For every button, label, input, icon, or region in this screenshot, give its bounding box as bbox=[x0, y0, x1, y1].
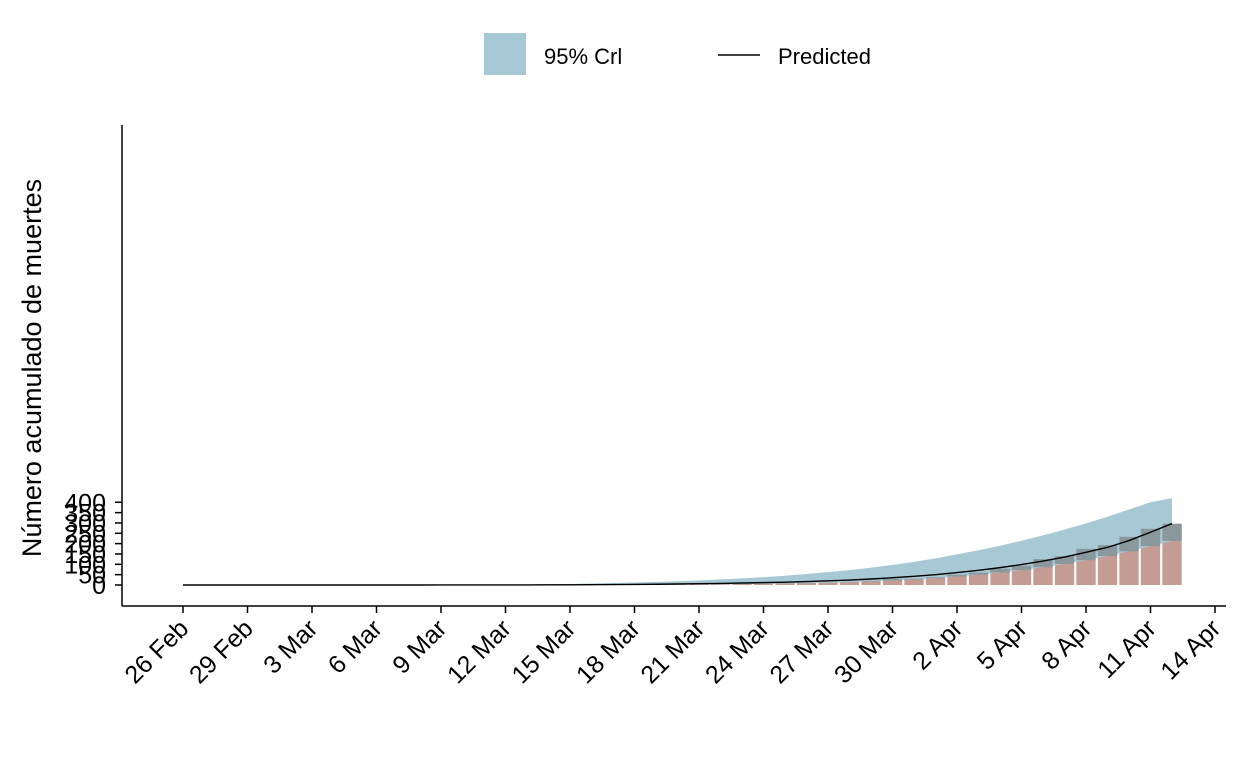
x-tick-label: 12 Mar bbox=[442, 614, 517, 689]
observed-bar bbox=[796, 582, 817, 585]
x-tick-label: 2 Apr bbox=[907, 614, 968, 675]
x-tick-label: 27 Mar bbox=[764, 614, 839, 689]
axes bbox=[121, 125, 1226, 607]
x-tick-label: 29 Feb bbox=[184, 614, 259, 689]
x-tick-label: 18 Mar bbox=[571, 614, 646, 689]
x-tick-label: 30 Mar bbox=[829, 614, 904, 689]
predicted-line bbox=[183, 522, 1173, 586]
observed-bar-overlap bbox=[1011, 565, 1032, 571]
y-tick-label: 150 bbox=[64, 541, 106, 569]
y-tick-label: 300 bbox=[64, 510, 106, 538]
observed-bar-overlap bbox=[1140, 528, 1161, 547]
legend-band-swatch bbox=[484, 33, 526, 75]
x-tick-label: 15 Mar bbox=[506, 614, 581, 689]
legend-line-label: Predicted bbox=[778, 44, 871, 69]
observed-bar-overlap bbox=[1162, 523, 1182, 541]
observed-bar bbox=[818, 582, 838, 585]
band-bar-overlap bbox=[538, 523, 1182, 585]
observed-bar-overlap bbox=[904, 578, 924, 580]
observed-bar bbox=[882, 579, 903, 585]
y-tick-label: 400 bbox=[64, 489, 106, 517]
observed-bar-overlap bbox=[990, 568, 1010, 573]
observed-bar-overlap bbox=[1097, 545, 1118, 557]
observed-bar bbox=[925, 577, 946, 585]
legend: 95% Crl Predicted bbox=[484, 33, 871, 75]
observed-bar-overlap bbox=[1076, 548, 1096, 561]
observed-bar bbox=[968, 572, 989, 585]
observed-bar bbox=[947, 574, 967, 585]
y-axis-label: Número acumulado de muertes bbox=[17, 179, 47, 557]
observed-bar-overlap bbox=[968, 572, 989, 575]
x-tick-label: 3 Mar bbox=[258, 614, 323, 679]
x-tick-label: 21 Mar bbox=[635, 614, 710, 689]
observed-bar-overlap bbox=[882, 579, 903, 581]
observed-bar bbox=[710, 584, 731, 585]
observed-bar bbox=[689, 584, 709, 585]
x-tick-label: 5 Apr bbox=[972, 614, 1033, 675]
y-tick-label: 100 bbox=[64, 551, 106, 579]
observed-bar-overlap bbox=[1033, 559, 1053, 568]
observed-bar-overlap bbox=[947, 574, 967, 577]
x-tick-label: 26 Feb bbox=[119, 614, 194, 689]
x-tick-label: 8 Apr bbox=[1036, 614, 1097, 675]
observed-bar bbox=[904, 578, 924, 585]
y-tick-label: 50 bbox=[78, 562, 106, 590]
observed-bar-overlap bbox=[925, 577, 946, 579]
observed-bar-overlap bbox=[1119, 536, 1139, 552]
y-tick-label: 200 bbox=[64, 531, 106, 559]
observed-bar bbox=[839, 581, 860, 585]
x-tick-label: 24 Mar bbox=[700, 614, 775, 689]
x-tick-label: 6 Mar bbox=[323, 614, 388, 679]
observed-bar bbox=[775, 583, 795, 585]
y-tick-label: 350 bbox=[64, 500, 106, 528]
y-tick-label: 250 bbox=[64, 520, 106, 548]
observed-bar bbox=[861, 580, 881, 585]
x-tick-label: 14 Apr bbox=[1155, 614, 1226, 685]
x-tick-label: 11 Apr bbox=[1092, 614, 1162, 684]
observed-bar bbox=[753, 583, 774, 585]
observed-bar-overlap bbox=[1054, 556, 1075, 564]
y-tick-label: 0 bbox=[92, 572, 106, 600]
observed-bar bbox=[732, 583, 752, 585]
legend-band-label: 95% Crl bbox=[544, 44, 622, 69]
credible-interval-band bbox=[183, 498, 1172, 585]
